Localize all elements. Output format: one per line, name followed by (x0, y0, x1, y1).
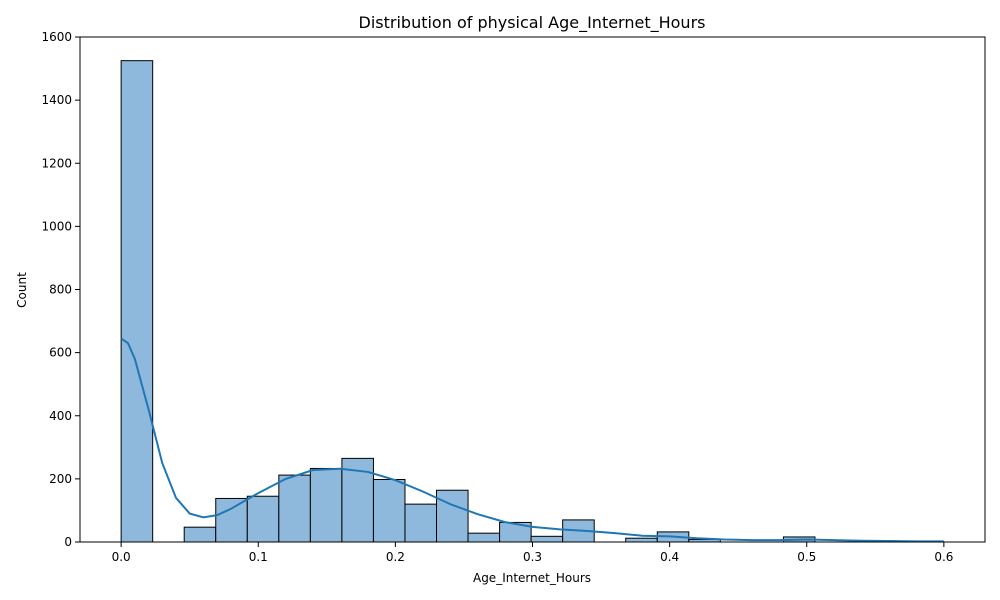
y-axis-title: Count (15, 272, 29, 308)
x-axis-title: Age_Internet_Hours (473, 571, 591, 585)
y-tick-label: 1600 (41, 30, 72, 44)
y-tick-label: 800 (49, 283, 72, 297)
x-tick-label: 0.2 (386, 550, 405, 564)
y-tick-label: 0 (64, 535, 72, 549)
histogram-bar (246, 495, 280, 543)
x-tick-label: 0.1 (249, 550, 268, 564)
x-axis-ticks: 0.0 0.1 0.2 0.3 0.4 0.5 0.6 (112, 542, 953, 564)
histogram-bar (530, 535, 564, 543)
y-tick-label: 1000 (41, 219, 72, 233)
y-tick-label: 200 (49, 472, 72, 486)
histogram-bar (120, 60, 154, 543)
histogram-bar (183, 526, 217, 543)
x-tick-label: 0.6 (934, 550, 953, 564)
y-tick-label: 1400 (41, 93, 72, 107)
x-tick-label: 0.3 (523, 550, 542, 564)
y-tick-label: 400 (49, 409, 72, 423)
histogram-bar (436, 489, 469, 543)
y-tick-label: 600 (49, 346, 72, 360)
histogram-bar (215, 497, 248, 543)
histogram-bar (404, 503, 438, 543)
y-tick-label: 1200 (41, 156, 72, 170)
histogram-bar (467, 532, 501, 543)
x-tick-label: 0.0 (112, 550, 131, 564)
histogram-bar (309, 467, 343, 543)
histogram-bar (372, 479, 406, 543)
chart-title: Distribution of physical Age_Internet_Ho… (359, 13, 706, 33)
kde-line (120, 337, 944, 543)
histogram-bar (278, 474, 311, 543)
histogram-bar (625, 537, 658, 543)
y-axis-ticks: 0 200 400 600 800 1000 1200 1400 1600 (41, 30, 80, 549)
x-tick-label: 0.4 (660, 550, 679, 564)
x-tick-label: 0.5 (797, 550, 816, 564)
